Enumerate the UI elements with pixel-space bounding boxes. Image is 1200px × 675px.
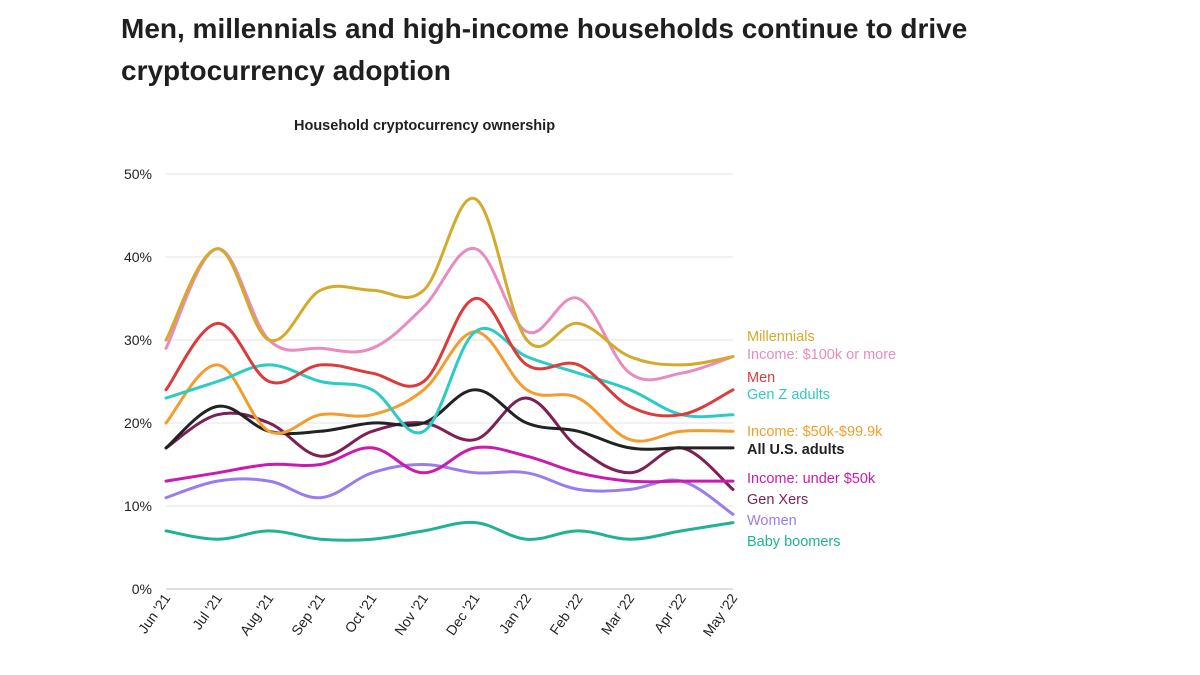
- x-axis-ticks: Jun '21 Jul '21 Aug '21 Sep '21 Oct '21 Nov '…: [135, 590, 741, 639]
- legend-label-gen-xers: Gen Xers: [747, 492, 808, 508]
- x-tick-label: Aug '21: [236, 590, 276, 638]
- x-tick-label: Oct '21: [341, 590, 379, 635]
- series-line-income-under-50k: [164, 445, 735, 484]
- y-tick-label: 50%: [124, 166, 152, 182]
- x-tick-label: Jul '21: [189, 590, 225, 632]
- y-tick-label: 20%: [124, 415, 152, 431]
- x-tick-label: May '22: [699, 590, 740, 639]
- series-line-income-50k-99-9k: [164, 330, 735, 443]
- headline: Men, millennials and high-income househo…: [121, 13, 968, 86]
- series-line-income-100k-or-more: [164, 247, 735, 382]
- y-tick-label: 0%: [132, 581, 152, 597]
- series-lines: [164, 196, 735, 542]
- legend-label-women: Women: [747, 513, 797, 529]
- series-line-all-u-s-adults: [164, 388, 735, 451]
- legend-label-gen-z-adults: Gen Z adults: [747, 387, 830, 403]
- x-tick-label: Apr '22: [651, 590, 689, 635]
- x-tick-label: Dec '21: [443, 590, 483, 638]
- y-tick-label: 30%: [124, 332, 152, 348]
- y-tick-label: 10%: [124, 498, 152, 514]
- legend-label-baby-boomers: Baby boomers: [747, 534, 841, 550]
- series-line-gen-xers: [164, 396, 735, 491]
- legend-label-income-100k-or-more: Income: $100k or more: [747, 347, 896, 363]
- legend-label-all-u-s-adults: All U.S. adults: [747, 442, 845, 458]
- y-axis-ticks: 0% 10% 20% 30% 40% 50%: [124, 166, 152, 597]
- legend-label-income-under-50k: Income: under $50k: [747, 471, 876, 487]
- legend-label-millennials: Millennials: [747, 329, 815, 345]
- series-line-millennials: [164, 196, 735, 367]
- series-line-baby-boomers: [164, 520, 735, 542]
- legend-label-income-50k-99-9k: Income: $50k-$99.9k: [747, 424, 883, 440]
- x-tick-label: Nov '21: [391, 590, 431, 638]
- chart-title: Household cryptocurrency ownership: [294, 118, 556, 134]
- series-line-men: [164, 297, 735, 418]
- y-tick-label: 40%: [124, 249, 152, 265]
- series-line-gen-z-adults: [164, 327, 735, 435]
- x-tick-label: Sep '21: [288, 590, 328, 638]
- series-line-women: [164, 463, 735, 516]
- x-tick-label: Jun '21: [135, 590, 174, 636]
- x-tick-label: Mar '22: [598, 590, 638, 637]
- x-tick-label: Jan '22: [496, 590, 535, 636]
- legend-label-men: Men: [747, 370, 775, 386]
- x-tick-label: Feb '22: [546, 590, 586, 637]
